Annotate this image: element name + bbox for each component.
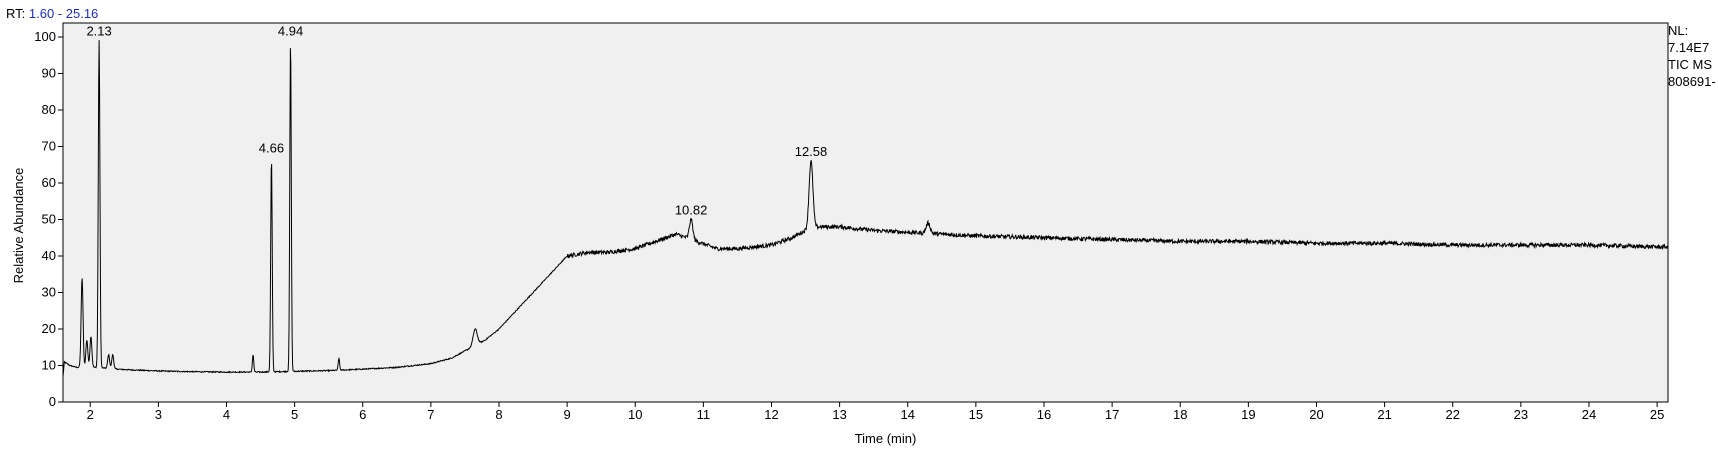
nl-label: NL:	[1668, 23, 1689, 38]
x-tick-label-18: 18	[1173, 407, 1187, 422]
x-tick-label-3: 3	[155, 407, 162, 422]
rt-range-value: 1.60 - 25.16	[28, 6, 99, 21]
peak-label-12.58: 12.58	[795, 144, 828, 159]
x-tick-label-19: 19	[1241, 407, 1255, 422]
x-tick-label-14: 14	[901, 407, 915, 422]
peak-label-4.66: 4.66	[259, 140, 284, 155]
x-tick-label-7: 7	[427, 407, 434, 422]
trace-label: TIC MS	[1668, 57, 1713, 72]
x-tick-label-21: 21	[1377, 407, 1391, 422]
x-tick-label-8: 8	[495, 407, 502, 422]
x-axis: 2 3 4 5 6 7 8 9 10 11 12 13 14 15 16 17 18 19 20 21 22 23 24 25	[87, 402, 1664, 422]
peak-label-10.82: 10.82	[675, 203, 708, 218]
x-tick-label-20: 20	[1309, 407, 1323, 422]
x-tick-label-5: 5	[291, 407, 298, 422]
x-tick-label-17: 17	[1105, 407, 1119, 422]
y-axis: 0 10 20 30 40 50 60 70 80 90 100	[34, 29, 63, 409]
x-axis-title: Time (min)	[855, 431, 917, 446]
tic-trace-line	[62, 40, 1669, 377]
x-tick-label-22: 22	[1445, 407, 1459, 422]
y-tick-label-20: 20	[42, 321, 56, 336]
x-tick-label-23: 23	[1514, 407, 1528, 422]
y-tick-label-40: 40	[42, 248, 56, 263]
rt-prefix: RT:	[6, 6, 26, 21]
peak-label-4.94: 4.94	[278, 24, 303, 39]
x-tick-label-25: 25	[1650, 407, 1664, 422]
x-tick-label-9: 9	[563, 407, 570, 422]
y-tick-label-50: 50	[42, 212, 56, 227]
x-tick-label-10: 10	[628, 407, 642, 422]
y-axis-title: Relative Abundance	[11, 168, 26, 284]
nl-value: 7.14E7	[1668, 40, 1710, 55]
rt-range-header: RT: 1.60 - 25.16	[6, 6, 98, 21]
x-tick-label-24: 24	[1582, 407, 1596, 422]
y-tick-label-80: 80	[42, 102, 56, 117]
x-tick-label-12: 12	[764, 407, 778, 422]
y-tick-label-90: 90	[42, 66, 56, 81]
trace-info-panel: NL: 7.14E7 TIC MS 808691-	[1668, 22, 1718, 90]
y-tick-label-70: 70	[42, 139, 56, 154]
x-tick-label-15: 15	[969, 407, 983, 422]
x-tick-label-11: 11	[697, 407, 711, 422]
x-tick-label-6: 6	[359, 407, 366, 422]
x-tick-label-13: 13	[832, 407, 846, 422]
peak-label-2.13: 2.13	[86, 24, 111, 39]
file-id: 808691-	[1668, 74, 1716, 89]
y-tick-label-10: 10	[42, 358, 56, 373]
plot-area	[62, 22, 1669, 403]
peak-labels: 2.13 4.66 4.94 10.82 12.58	[86, 24, 827, 218]
y-tick-label-100: 100	[34, 29, 56, 44]
x-tick-label-4: 4	[223, 407, 230, 422]
x-tick-label-16: 16	[1037, 407, 1051, 422]
y-tick-label-60: 60	[42, 175, 56, 190]
y-tick-label-30: 30	[42, 285, 56, 300]
x-tick-label-2: 2	[87, 407, 94, 422]
y-tick-label-0: 0	[49, 394, 56, 409]
